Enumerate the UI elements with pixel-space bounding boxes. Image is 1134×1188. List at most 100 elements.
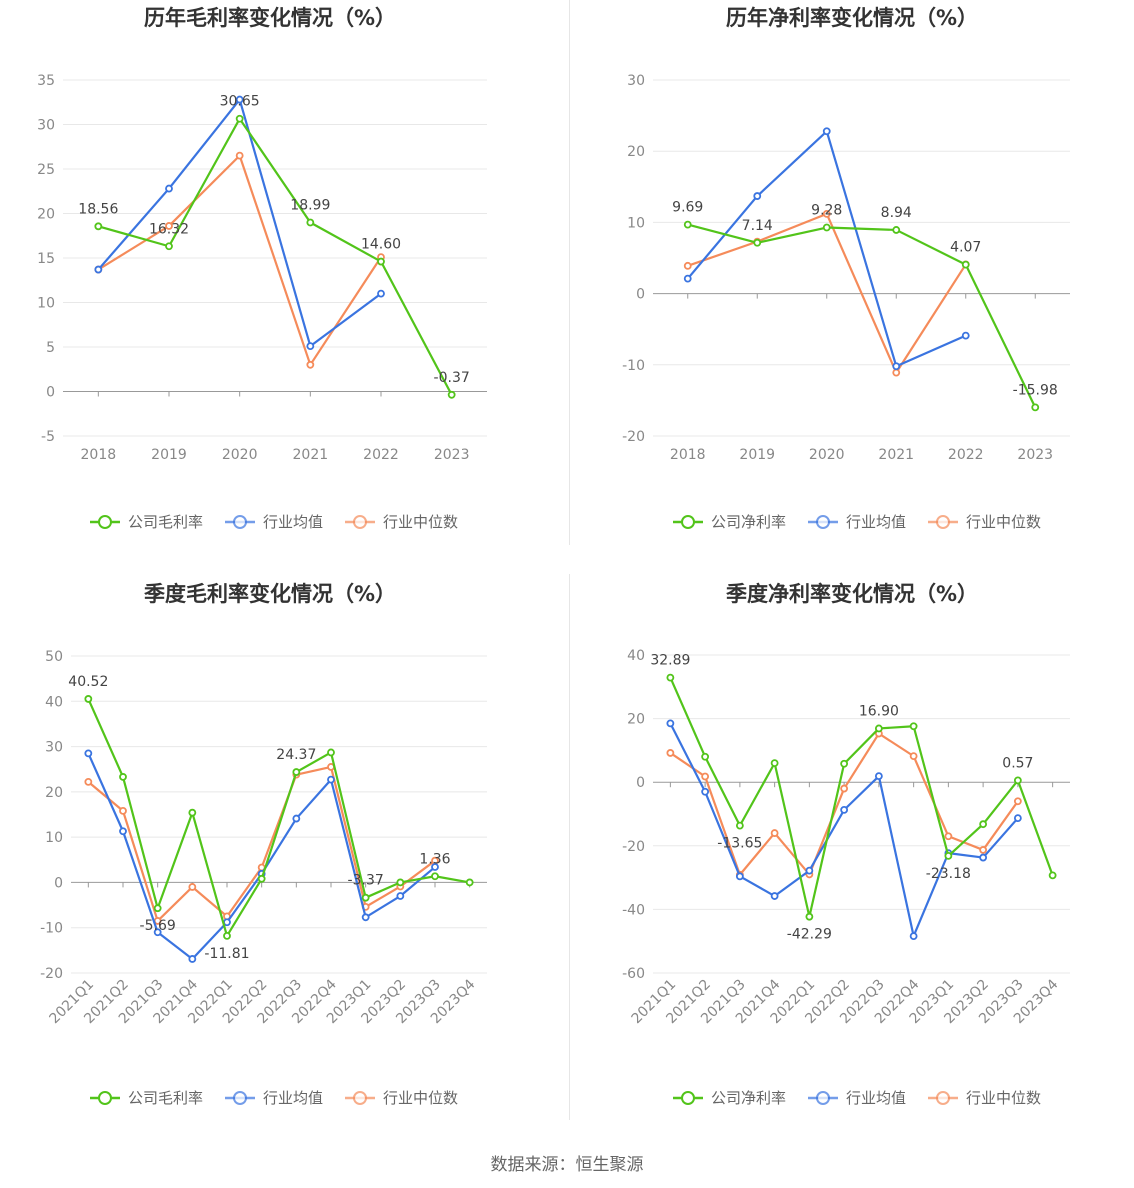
annual-gross-margin-panel: 历年毛利率变化情况（%） -5 0 5 10 15 20 25 30 35 2018 2019 202… bbox=[0, 0, 567, 576]
quarterly-net-margin-panel: 季度净利率变化情况（%） -60 -40 -20 0 20 40 2021Q1 2021Q2 2… bbox=[570, 576, 1134, 1152]
avg-legend-item: 行业均值 bbox=[225, 1089, 323, 1107]
company-series-line bbox=[687, 223, 1037, 408]
company-data-point bbox=[701, 752, 710, 761]
avg-data-point bbox=[327, 775, 335, 784]
legend-label: 行业均值 bbox=[263, 1089, 323, 1107]
x-tick-label: 2018 bbox=[670, 447, 706, 463]
legend-label: 公司净利率 bbox=[711, 1089, 786, 1107]
y-tick-label: -60 bbox=[622, 966, 645, 982]
data-label: 32.89 bbox=[650, 653, 690, 669]
y-tick-label: 20 bbox=[45, 785, 63, 801]
avg-data-point bbox=[805, 866, 814, 875]
chart-title: 季度毛利率变化情况（%） bbox=[144, 582, 396, 606]
avg-data-point bbox=[892, 362, 901, 371]
company-data-point bbox=[770, 759, 779, 768]
x-tick-label: 2019 bbox=[151, 447, 187, 463]
median-data-point bbox=[1013, 797, 1022, 806]
company-data-point bbox=[257, 874, 266, 883]
legend-marker bbox=[681, 515, 695, 529]
avg-data-point bbox=[377, 289, 385, 298]
y-tick-label: 50 bbox=[45, 649, 63, 665]
company-data-point bbox=[1031, 403, 1040, 412]
data-label: -0.37 bbox=[434, 370, 470, 386]
x-tick-label: 2020 bbox=[222, 447, 258, 463]
company-data-point bbox=[94, 222, 103, 231]
legend-marker bbox=[816, 1091, 830, 1105]
x-tick-label: 2021 bbox=[293, 447, 329, 463]
company-data-point bbox=[306, 218, 315, 227]
data-label: 8.94 bbox=[881, 205, 912, 221]
company-data-point bbox=[909, 722, 918, 731]
data-label: 24.37 bbox=[276, 747, 316, 763]
median-data-point bbox=[770, 829, 779, 837]
avg-data-point bbox=[361, 913, 370, 922]
median-data-point bbox=[892, 368, 901, 377]
median-data-point bbox=[840, 784, 849, 793]
company-data-point bbox=[874, 724, 883, 733]
legend-label: 行业均值 bbox=[263, 513, 323, 531]
avg-data-point bbox=[874, 772, 883, 781]
data-label: 18.99 bbox=[290, 197, 330, 213]
y-tick-label: 0 bbox=[46, 385, 55, 401]
company-data-point bbox=[892, 226, 901, 234]
y-tick-label: 10 bbox=[45, 830, 63, 846]
company-data-point bbox=[396, 878, 405, 887]
data-label: 7.14 bbox=[742, 218, 773, 234]
y-tick-label: 30 bbox=[627, 73, 645, 89]
company-data-point bbox=[735, 821, 744, 830]
company-legend-item: 公司毛利率 bbox=[90, 1089, 203, 1107]
x-tick-label: 2020 bbox=[809, 447, 845, 463]
legend-marker bbox=[816, 515, 830, 529]
y-tick-label: 30 bbox=[45, 740, 63, 756]
company-data-point bbox=[447, 390, 456, 399]
company-data-point bbox=[165, 242, 173, 251]
median-data-point bbox=[235, 151, 244, 160]
data-label: 9.69 bbox=[672, 200, 703, 216]
company-data-point bbox=[961, 260, 970, 269]
avg-data-point bbox=[701, 787, 710, 796]
legend-label: 行业中位数 bbox=[383, 1089, 458, 1107]
annual-gross-margin-chart: 历年毛利率变化情况（%） -5 0 5 10 15 20 25 30 35 2018 2019 202… bbox=[37, 6, 487, 531]
data-source-note: 数据来源：恒生聚源 bbox=[490, 1155, 644, 1175]
median-legend-item: 行业中位数 bbox=[345, 513, 458, 531]
x-tick-label: 2023 bbox=[1017, 447, 1053, 463]
company-data-point bbox=[1048, 871, 1057, 880]
chart-title: 历年毛利率变化情况（%） bbox=[144, 6, 396, 30]
company-data-point bbox=[805, 912, 814, 921]
median-data-point bbox=[909, 752, 918, 761]
company-data-point bbox=[465, 878, 474, 887]
data-label: -5.69 bbox=[140, 918, 176, 934]
company-series-line bbox=[669, 677, 1054, 918]
median-data-point bbox=[165, 222, 173, 230]
x-tick-label: 2022 bbox=[363, 447, 399, 463]
y-tick-label: 20 bbox=[627, 144, 645, 160]
data-label: -11.81 bbox=[204, 946, 249, 962]
avg-data-point bbox=[84, 749, 93, 758]
avg-data-point bbox=[735, 872, 744, 881]
avg-data-point bbox=[306, 342, 315, 351]
company-data-point bbox=[944, 852, 953, 860]
y-tick-label: 0 bbox=[636, 287, 645, 303]
x-tick-label: 2019 bbox=[739, 447, 775, 463]
y-tick-label: -10 bbox=[40, 921, 63, 937]
company-data-point bbox=[223, 932, 231, 940]
legend-label: 行业中位数 bbox=[383, 513, 458, 531]
company-data-point bbox=[431, 872, 439, 881]
avg-data-point bbox=[188, 955, 197, 963]
avg-data-point bbox=[396, 892, 405, 900]
avg-legend-item: 行业均值 bbox=[808, 513, 906, 531]
avg-data-point bbox=[153, 928, 162, 937]
y-tick-label: 30 bbox=[37, 118, 55, 134]
median-legend-item: 行业中位数 bbox=[928, 513, 1041, 531]
data-label: 18.56 bbox=[78, 201, 118, 217]
quarterly-gross-margin-chart: 季度毛利率变化情况（%） -20-10010203040502021Q12021… bbox=[40, 582, 487, 1107]
avg-data-point bbox=[292, 814, 301, 823]
company-legend-item: 公司净利率 bbox=[673, 1089, 786, 1107]
avg-data-point bbox=[909, 932, 918, 941]
data-label: 40.52 bbox=[68, 674, 108, 690]
company-data-point bbox=[84, 695, 93, 703]
y-tick-label: 0 bbox=[54, 875, 63, 891]
quarterly-net-margin-chart: 季度净利率变化情况（%） -60-40-20020402021Q12021Q22… bbox=[622, 582, 1070, 1107]
company-data-point bbox=[666, 673, 675, 682]
